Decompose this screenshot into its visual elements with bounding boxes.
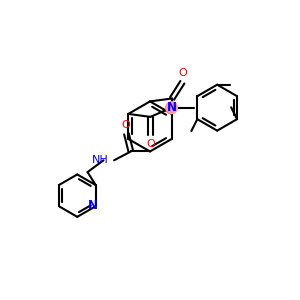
Text: N: N	[88, 199, 98, 212]
Text: O: O	[121, 120, 130, 130]
Text: NH: NH	[92, 155, 109, 165]
Text: N: N	[167, 101, 177, 114]
Text: O: O	[147, 139, 155, 149]
Circle shape	[166, 102, 177, 114]
Text: O: O	[178, 68, 188, 78]
